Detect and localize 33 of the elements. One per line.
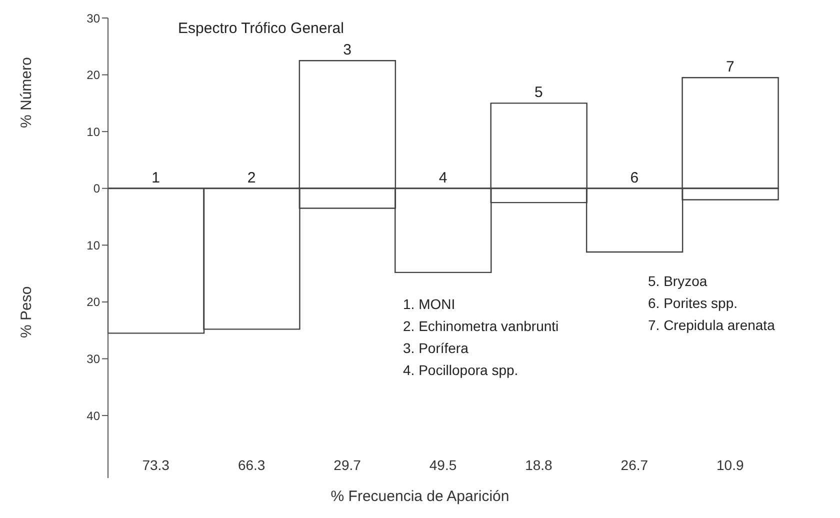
y-tick-label: 40 xyxy=(86,408,100,423)
x-tick-label: 7 xyxy=(726,58,734,76)
annotation: 49.5 xyxy=(429,457,457,473)
y-tick-label: 20 xyxy=(86,295,100,310)
annotation: 10.9 xyxy=(716,457,744,473)
x-tick-label: 3 xyxy=(343,42,352,59)
annotation: 73.3 xyxy=(142,457,170,473)
x-tick-label: 1 xyxy=(152,169,160,186)
y-tick-label: 30 xyxy=(86,11,100,26)
annotation: 2. Echinometra vanbrunti xyxy=(403,317,559,336)
annotation: 5. Bryzoa xyxy=(648,272,708,291)
y-tick-label: 10 xyxy=(86,238,100,252)
x-tick-label: 6 xyxy=(630,169,639,186)
annotation: 29.7 xyxy=(334,457,362,473)
y-tick-label: 0 xyxy=(93,182,100,196)
annotation: 4. Pocillopora spp. xyxy=(403,361,520,380)
annotation: 1. MONI xyxy=(403,295,456,314)
x-tick-label: 2 xyxy=(247,169,256,186)
annotation: 7. Crepidula arenata xyxy=(648,316,775,335)
x-tick-label: 5 xyxy=(534,84,543,102)
y2-axis-title: % Peso xyxy=(18,286,35,338)
annotation: 18.8 xyxy=(525,457,553,473)
y-tick-label: 10 xyxy=(86,124,100,139)
y-axis-title: % Número xyxy=(18,57,35,128)
annotation: 66.3 xyxy=(238,457,266,473)
annotation: 3. Porífera xyxy=(403,339,470,358)
annotation: 26.7 xyxy=(620,457,648,473)
y-tick-label: 30 xyxy=(86,352,100,366)
x-tick-label: 4 xyxy=(438,169,448,186)
x-axis-title: % Frecuencia de Aparición xyxy=(330,488,510,505)
chart-title: Espectro Trófico General xyxy=(178,20,344,37)
y-tick-label: 20 xyxy=(86,68,100,82)
annotation: 6. Porites spp. xyxy=(648,294,738,313)
